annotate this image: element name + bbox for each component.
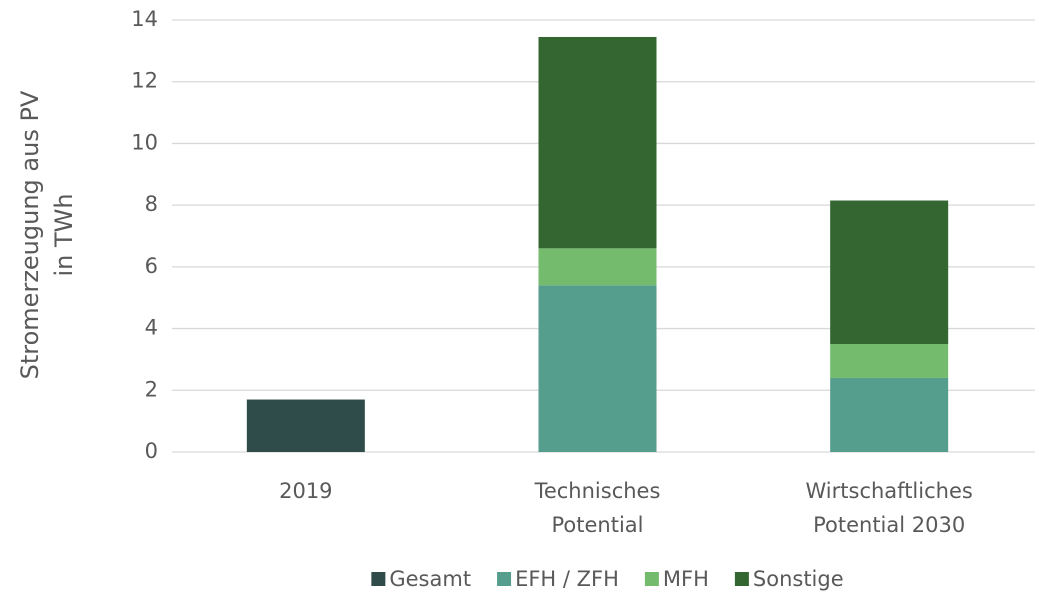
bar-segment bbox=[538, 248, 657, 286]
y-tick-label: 12 bbox=[131, 69, 158, 93]
y-tick-label: 14 bbox=[131, 7, 158, 31]
legend-label: Gesamt bbox=[389, 567, 471, 591]
bar-segment bbox=[830, 200, 949, 344]
x-tick-label: 2019 bbox=[279, 479, 332, 503]
bar-segment bbox=[538, 285, 657, 452]
bar-segment bbox=[830, 344, 949, 378]
bar-segment bbox=[246, 399, 365, 452]
legend-label: EFH / ZFH bbox=[515, 567, 619, 591]
x-tick-label: Technisches Potential bbox=[534, 479, 661, 537]
y-tick-label: 0 bbox=[145, 439, 158, 463]
y-tick-label: 2 bbox=[145, 377, 158, 401]
legend-swatch bbox=[644, 572, 659, 586]
legend-label: MFH bbox=[663, 567, 709, 591]
y-axis-label: Stromerzeugung aus PV in TWh bbox=[16, 90, 78, 379]
x-tick-label: Wirtschaftliches Potential 2030 bbox=[806, 479, 973, 537]
y-tick-label: 4 bbox=[145, 316, 158, 340]
y-tick-label: 10 bbox=[131, 130, 158, 154]
legend-swatch bbox=[497, 572, 512, 586]
legend-swatch bbox=[734, 572, 749, 586]
y-tick-label: 8 bbox=[145, 192, 158, 216]
legend-label: Sonstige bbox=[753, 567, 844, 591]
y-tick-label: 6 bbox=[145, 254, 158, 278]
bar-segment bbox=[830, 377, 949, 452]
bar-segment bbox=[538, 36, 657, 249]
legend-swatch bbox=[371, 572, 386, 586]
